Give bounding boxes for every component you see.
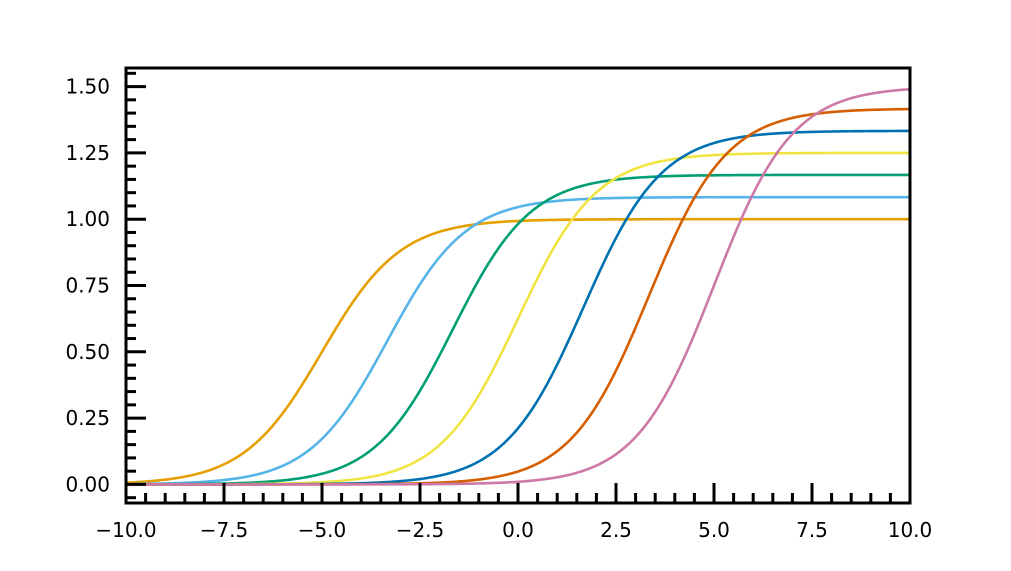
series-layer (126, 87, 910, 486)
series-line-7 (126, 87, 910, 486)
y-tick-label: 0.00 (65, 472, 110, 496)
x-tick-label: 10.0 (888, 518, 933, 542)
y-tick-label: 1.25 (65, 141, 110, 165)
x-tick-label: −7.5 (200, 518, 249, 542)
y-tick-label: 1.50 (65, 75, 110, 99)
series-line-5 (126, 129, 910, 486)
x-tick-label: −2.5 (396, 518, 445, 542)
x-tick-label: −5.0 (298, 518, 347, 542)
series-line-3 (126, 173, 910, 486)
axes-layer: −10.0 −7.5 −5.0 −2.5 0.0 2.5 5.0 7.5 10.0 0.00 0.2… (65, 66, 933, 542)
x-tick-label: 7.5 (796, 518, 828, 542)
y-tick-label: 0.25 (65, 406, 110, 430)
series-line-2 (126, 195, 910, 486)
series-line-1 (126, 217, 910, 484)
y-tick-label: 0.75 (65, 274, 110, 298)
x-tick-label: 5.0 (698, 518, 730, 542)
x-tick-label: 0.0 (502, 518, 534, 542)
y-tick-label: 0.50 (65, 340, 110, 364)
x-tick-label: 2.5 (600, 518, 632, 542)
series-line-4 (126, 151, 910, 486)
y-tick-label: 1.00 (65, 207, 110, 231)
x-tick-label: −10.0 (95, 518, 156, 542)
